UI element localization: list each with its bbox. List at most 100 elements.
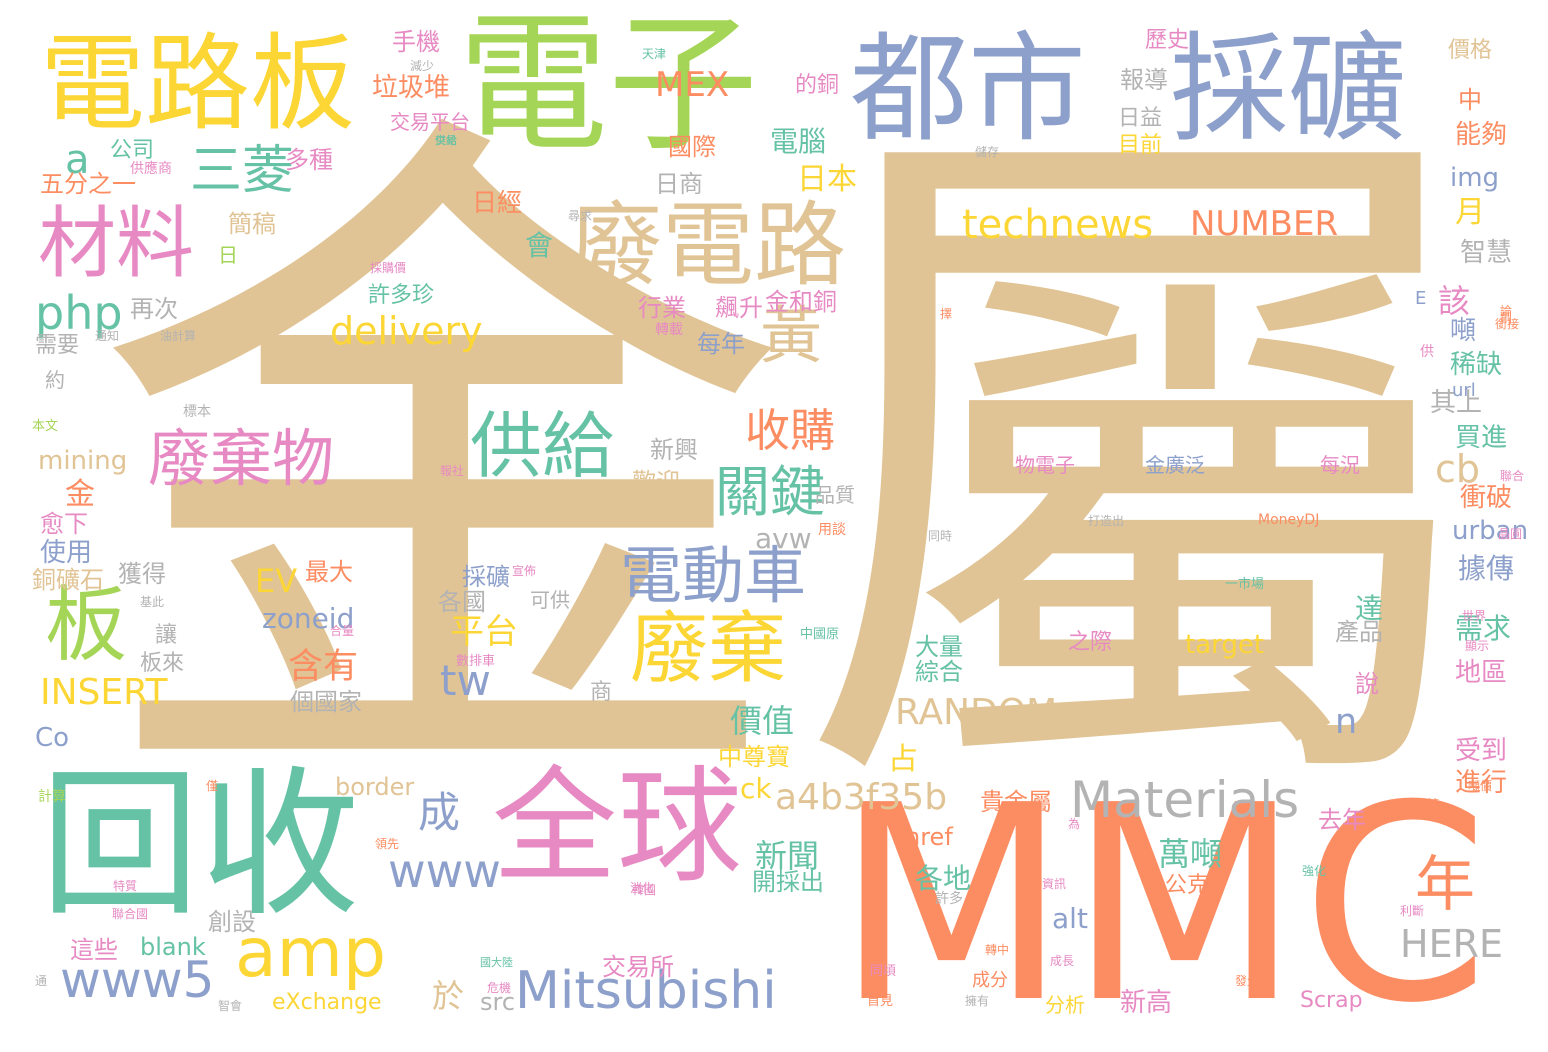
word-number: NUMBER	[1190, 204, 1339, 244]
word-ban: 板	[45, 578, 128, 673]
word-dushi: 都市	[850, 20, 1087, 158]
word-guanjian: 關鍵	[715, 460, 826, 524]
word-meikuang: 每況	[1320, 453, 1360, 477]
word-jisi: 基此	[140, 595, 165, 609]
word-huang: 黃	[760, 299, 823, 372]
word-chengfen: 成分	[972, 970, 1008, 991]
word-www: www	[388, 844, 501, 898]
word-benwen: 本文	[32, 419, 59, 434]
word-technews: technews	[962, 202, 1154, 248]
word-maijin: 買進	[1455, 423, 1508, 453]
word-yue: 月	[1455, 195, 1485, 230]
word-fenxi: 分析	[1045, 993, 1085, 1017]
word-random: RANDOM	[895, 692, 1058, 733]
word-yishichang: 一市場	[1225, 577, 1265, 592]
word-hanyou: 含有	[288, 647, 359, 687]
word-chanpin: 產品	[1335, 618, 1383, 646]
word-jiaoyi2: 交易	[435, 134, 457, 147]
word-caikuang2: 採礦	[462, 563, 510, 591]
word-here: HERE	[1400, 922, 1503, 966]
word-lun: 論	[1500, 304, 1513, 318]
word-jisuan: 計算	[38, 789, 66, 805]
word-php: php	[35, 286, 123, 340]
word-zuida: 最大	[305, 558, 353, 586]
word-dun: 噸	[1450, 316, 1477, 346]
word-feiqi: 廢棄	[630, 604, 787, 694]
word-piaosheng: 飆升	[715, 294, 763, 322]
word-guoji: 國際	[668, 133, 716, 161]
word-gongke: 公克	[1165, 873, 1210, 898]
word-gongsi: 公司	[110, 138, 155, 163]
word-gongji: 供給	[470, 404, 615, 488]
word-dianluban: 電路板	[40, 23, 356, 145]
word-chuangji: 創	[1500, 311, 1513, 325]
word-zhexie: 這些	[70, 936, 118, 964]
word-shouji: 手機	[392, 28, 440, 56]
word-src: src	[480, 988, 516, 1016]
word-materials: Materials	[1070, 771, 1300, 829]
word-diandongche: 電動車	[620, 539, 807, 612]
word-chuanzai: 擁有	[965, 994, 990, 1008]
word-dan: 僅	[206, 779, 219, 793]
word-sanling: 三菱	[190, 141, 295, 201]
word-zhuo: 噸價	[1468, 779, 1493, 793]
word-xingxiang: 宣佈	[512, 564, 537, 578]
word-diqu: 地區	[1455, 658, 1508, 688]
word-href: href	[905, 823, 953, 851]
word-geguojia: 個國家	[290, 688, 362, 716]
word-jianggao: 簡稿	[228, 210, 276, 238]
word-muqian: 目前	[1118, 133, 1163, 158]
word-xique: 稀缺	[1450, 350, 1503, 380]
word-jianshao: 減少	[410, 59, 435, 73]
word-wandun: 萬噸	[1158, 835, 1223, 873]
word-hui: 會	[525, 229, 554, 262]
word-zhongzunbao: 中尊寶	[718, 743, 790, 771]
word-faxian: 發生	[1235, 974, 1260, 988]
word-border: border	[335, 773, 415, 801]
word-qunian: 去年	[1318, 806, 1366, 834]
word-ziliao: 資訊	[1042, 877, 1067, 891]
word-exchange: eXchange	[272, 990, 382, 1015]
word-rijing: 日經	[472, 188, 523, 217]
word-xiaojie: 晶圓	[1498, 527, 1523, 541]
word-guijinshu: 貴金屬	[980, 788, 1052, 816]
word-guodaliang: 國大陸	[480, 956, 513, 969]
word-co: Co	[35, 723, 70, 753]
word-meinian: 每年	[697, 330, 745, 358]
word-gedi: 各地	[915, 862, 972, 895]
word-jinguangfan: 金廣泛	[1145, 453, 1205, 477]
word-mitsubishi: Mitsubishi	[515, 961, 777, 1021]
word-shoudao: 受到	[1455, 736, 1508, 766]
word-lishi: 歷史	[1145, 28, 1190, 53]
word-jinhetong: 金和銅	[765, 288, 837, 316]
word-tongshi: 同時	[928, 529, 953, 543]
word-shoujian: 首見	[867, 994, 894, 1009]
word-jinxing: 進行	[1455, 768, 1508, 798]
word-xuyao: 需要	[35, 333, 80, 358]
word-a: a	[65, 137, 90, 183]
word-hezuo: 聯合	[1500, 469, 1525, 483]
word-alt: alt	[1052, 902, 1088, 935]
word-kaicaichu: 開採出	[752, 868, 824, 896]
word-qishang: 其上	[1430, 388, 1483, 418]
word-gai: 該	[1438, 282, 1471, 320]
word-caigou: 採購價	[370, 261, 407, 275]
word-cheng: 成	[418, 788, 461, 837]
word-riyi: 日益	[1118, 106, 1163, 131]
word-wudianzi: 物電子	[1015, 453, 1075, 477]
word-jianliang: 儲存	[975, 145, 1000, 159]
word-dedetong: 的銅	[795, 73, 840, 98]
word-tedi: 特質	[113, 879, 138, 893]
word-huanying: 歡迎	[632, 468, 680, 496]
word-huode: 獲得	[118, 560, 166, 588]
word-xinxing: 新興	[650, 436, 698, 464]
word-feidianlu: 廢電路	[570, 192, 847, 299]
word-rishang: 日商	[655, 170, 703, 198]
word-lidui: 利斷	[1400, 904, 1425, 918]
word-zhuanzai: 轉載	[655, 322, 683, 338]
word-kegong: 可供	[530, 588, 570, 612]
word-cailiao: 材料	[38, 199, 195, 289]
word-pingtai: 平台	[450, 612, 518, 652]
word-jiaoyipingtai: 交易平台	[390, 110, 470, 134]
word-jinshu: 金屬	[92, 64, 1492, 879]
